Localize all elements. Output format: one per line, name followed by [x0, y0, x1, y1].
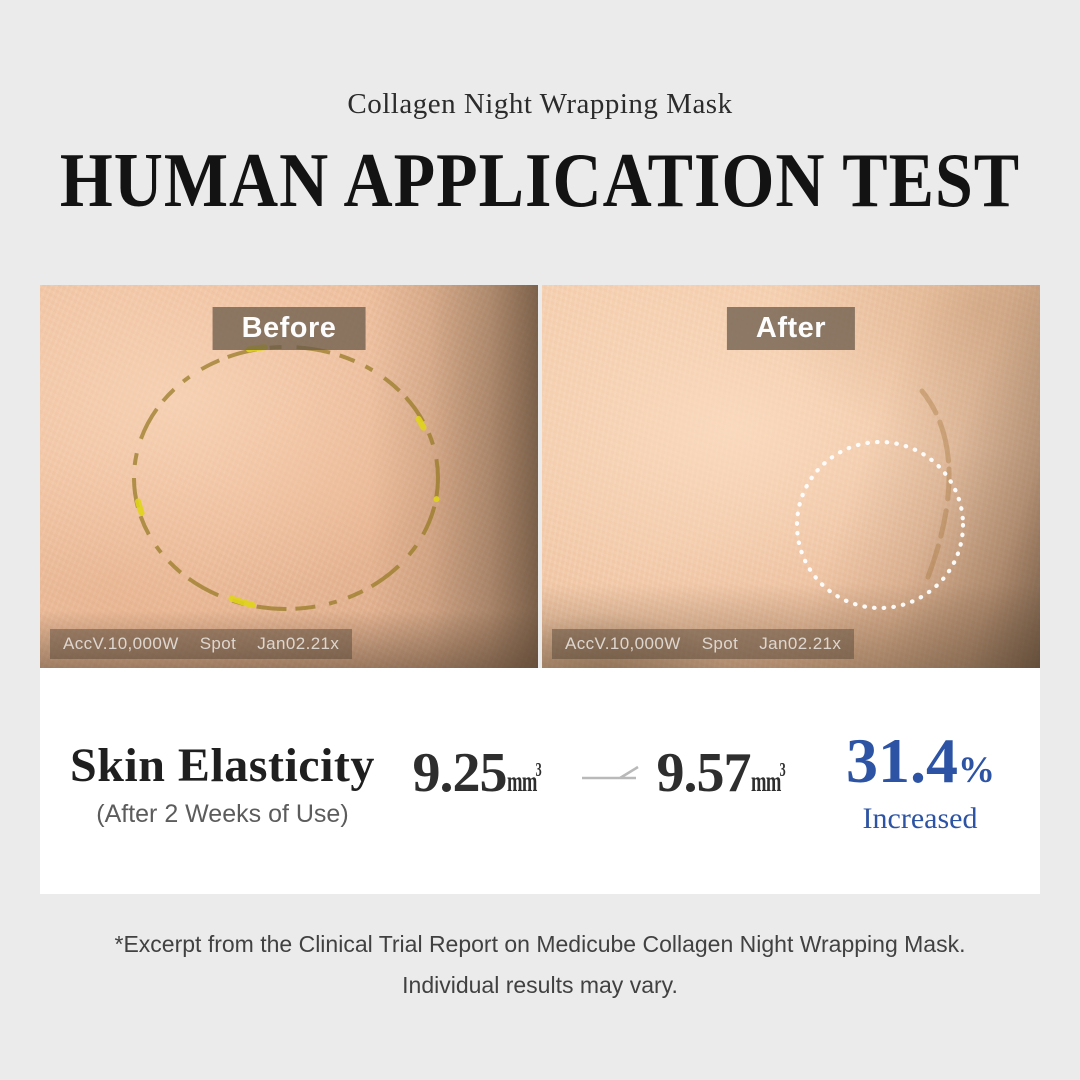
- metric-condition: (After 2 Weeks of Use): [96, 799, 349, 828]
- unit-exponent: 3: [535, 759, 542, 781]
- after-value: 9.57mm3: [656, 741, 808, 805]
- unit-mm3: mm3: [751, 759, 786, 799]
- after-number: 9.57: [656, 742, 751, 804]
- caption-accv: AccV.10,000W: [565, 634, 681, 653]
- microscope-caption-before: AccV.10,000W Spot Jan02.21x: [50, 629, 353, 659]
- value-change: 9.25mm3 9.57mm3: [412, 741, 808, 805]
- improvement-label: Increased: [862, 801, 978, 835]
- dotted-circle-highlight: [794, 439, 966, 611]
- caption-accv: AccV.10,000W: [63, 634, 179, 653]
- before-label: Before: [212, 307, 366, 350]
- after-label: After: [726, 307, 856, 350]
- footnote-line2: Individual results may vary.: [402, 971, 678, 998]
- footnote-line1: *Excerpt from the Clinical Trial Report …: [114, 931, 966, 957]
- before-value: 9.25mm3: [412, 741, 564, 805]
- improvement-percent: 31.4%: [846, 728, 995, 793]
- unit-exponent: 3: [779, 759, 786, 781]
- unit-mm3: mm3: [507, 759, 542, 799]
- unit-text: mm: [507, 765, 538, 798]
- before-photo: Before AccV.10,000W Spot Jan02.21x: [40, 285, 538, 668]
- metric-name: Skin Elasticity: [70, 738, 375, 792]
- unit-text: mm: [751, 765, 782, 798]
- percent-sign: %: [958, 749, 995, 791]
- before-number: 9.25: [412, 742, 507, 804]
- microscope-caption-after: AccV.10,000W Spot Jan02.21x: [552, 629, 855, 659]
- caption-mag: Jan02.21x: [759, 634, 842, 653]
- metric-block: Skin Elasticity (After 2 Weeks of Use): [70, 738, 375, 829]
- caption-spot: Spot: [199, 634, 237, 653]
- marker-circle-decoration: [131, 343, 441, 613]
- header: Collagen Night Wrapping Mask HUMAN APPLI…: [0, 0, 1080, 219]
- product-name: Collagen Night Wrapping Mask: [347, 88, 733, 120]
- page-title: HUMAN APPLICATION TEST: [59, 136, 1021, 224]
- after-photo: After AccV.10,000W Spot Jan02.21x: [542, 285, 1040, 668]
- caption-spot: Spot: [701, 634, 739, 653]
- results-panel: Skin Elasticity (After 2 Weeks of Use) 9…: [40, 668, 1040, 894]
- before-after-comparison: Before AccV.10,000W Spot Jan02.21x After…: [40, 285, 1040, 668]
- caption-mag: Jan02.21x: [257, 634, 340, 653]
- faded-marker-trace: [919, 388, 952, 580]
- percent-number: 31.4: [846, 724, 958, 796]
- footnote: *Excerpt from the Clinical Trial Report …: [0, 924, 1080, 1006]
- improvement-block: 31.4% Increased: [846, 728, 995, 836]
- right-arrow-icon: [582, 765, 640, 780]
